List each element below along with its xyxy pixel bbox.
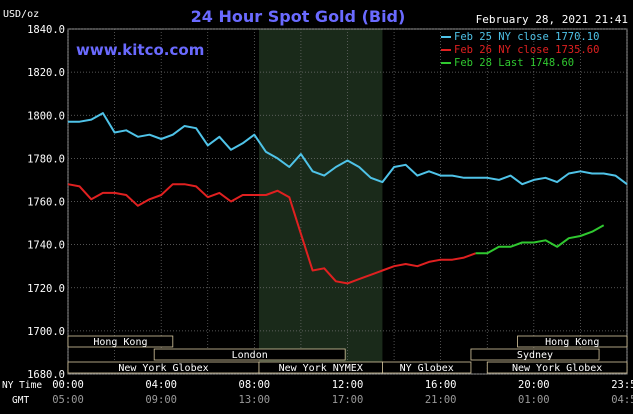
legend-entry-feb28: Feb 28 Last 1748.60 [454,57,574,69]
x-tick-label-gmt: 04:59 [611,394,633,406]
y-tick-label: 1760.0 [27,197,65,209]
series-line-0 [68,112,628,186]
x-tick-label-ny: 04:00 [145,379,177,391]
gmt-row-label: GMT [12,395,29,406]
y-tick-label: 1780.0 [27,153,65,165]
x-tick-label-gmt: 09:00 [145,394,177,406]
y-tick-label: 1840.0 [27,24,65,36]
y-tick-label: 1720.0 [27,283,65,295]
x-tick-label-gmt: 17:00 [332,394,364,406]
y-axis-label: USD/oz [3,9,39,20]
session-bar [470,348,600,361]
y-tick-label: 1820.0 [27,67,65,79]
legend-entry-feb25: Feb 25 NY close 1770.10 [454,31,599,43]
session-bar-label: New York Globex [512,363,602,374]
y-tick-label: 1740.0 [27,240,65,252]
session-bar-label: London [232,350,268,361]
y-tick-label: 1700.0 [27,326,65,338]
legend: Feb 25 NY close 1770.10 Feb 26 NY close … [441,31,599,69]
series-line-2 [475,224,605,255]
x-tick-label-gmt: 01:00 [518,394,550,406]
x-tick-label-gmt: 13:00 [239,394,271,406]
x-tick-label-ny: 00:00 [52,379,84,391]
legend-entry-feb26: Feb 26 NY close 1735.60 [454,44,599,56]
series-line-1 [67,183,476,285]
session-bar-label: New York NYMEX [279,363,363,374]
session-bar [382,361,472,374]
ny-time-row-label: NY Time [2,380,42,391]
x-tick-label-ny: 16:00 [425,379,457,391]
y-tick-label: 1800.0 [27,110,65,122]
chart-title: 24 Hour Spot Gold (Bid) [191,7,406,26]
session-bar-label: Sydney [517,350,553,361]
session-bar [517,335,628,348]
x-tick-label-gmt: 05:00 [52,394,84,406]
session-bar-label: Hong Kong [93,337,147,348]
session-bar-label: NY Globex [400,363,454,374]
x-tick-label-ny: 20:00 [518,379,550,391]
x-tick-label-gmt: 21:00 [425,394,457,406]
session-bar [153,348,346,361]
session-bar [486,361,628,374]
x-tick-label-ny: 12:00 [332,379,364,391]
session-bar-label: Hong Kong [545,337,599,348]
watermark: www.kitco.com [76,41,204,59]
session-bar [67,335,174,348]
x-tick-label-ny: 08:00 [239,379,271,391]
session-bar-label: New York Globex [118,363,208,374]
y-tick-label: 1680.0 [27,369,65,381]
date-label: February 28, 2021 21:41 [476,13,628,26]
x-tick-label-ny: 23:59 [611,379,633,391]
